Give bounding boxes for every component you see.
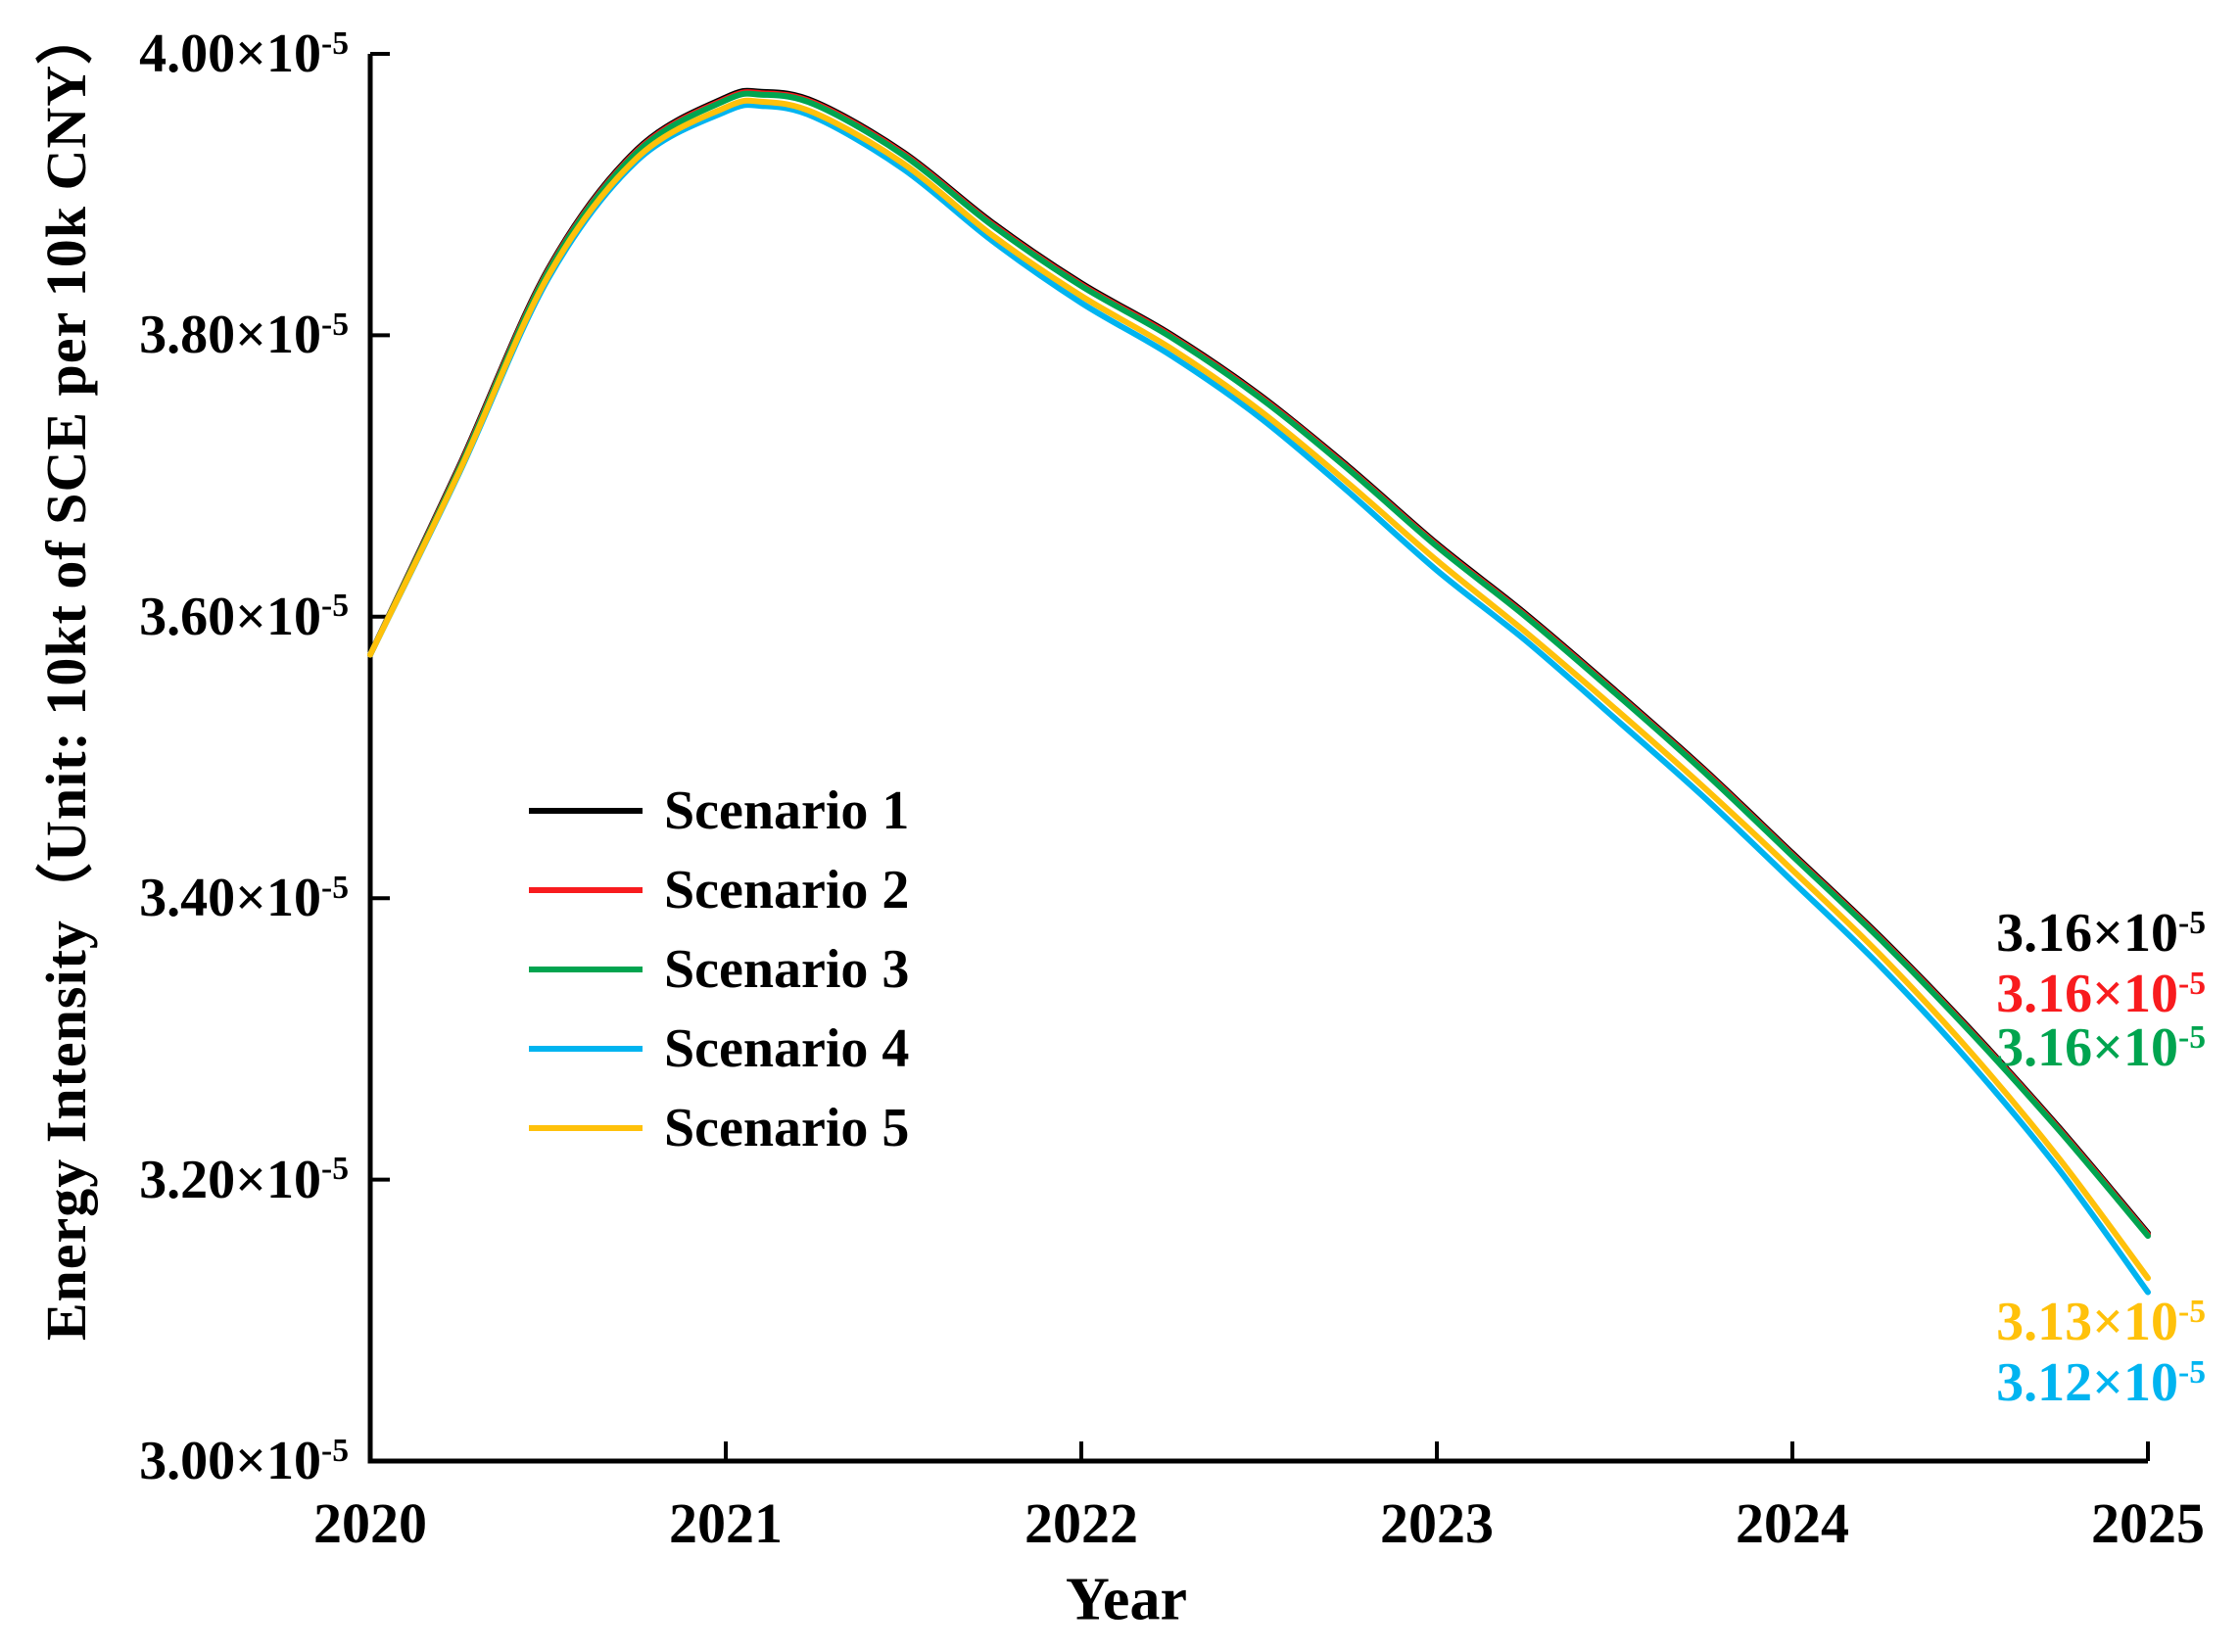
legend-line-swatch (529, 887, 643, 893)
legend-item-scenario-5: Scenario 5 (529, 1089, 909, 1167)
x-axis-title: Year (1066, 1566, 1187, 1633)
legend-item-scenario-1: Scenario 1 (529, 772, 909, 850)
legend-label: Scenario 5 (664, 1098, 910, 1158)
series-line-scenario-5 (367, 97, 2151, 1282)
x-tick-label: 2023 (1380, 1491, 1494, 1555)
y-tick-label: 3.00×10-5 (139, 1431, 349, 1491)
legend-line-swatch (529, 967, 643, 972)
legend-line-swatch (529, 808, 643, 814)
end-value-label-scenario-5: 3.13×10-5 (1996, 1292, 2206, 1352)
end-value-label-scenario-4: 3.12×10-5 (1996, 1352, 2206, 1413)
legend-item-scenario-2: Scenario 2 (529, 851, 909, 929)
x-tick-label: 2022 (1025, 1491, 1138, 1555)
legend-line-swatch (529, 1125, 643, 1131)
end-value-label-scenario-2: 3.16×10-5 (1996, 964, 2206, 1024)
x-tick-label: 2024 (1736, 1491, 1849, 1555)
y-tick-label: 3.80×10-5 (139, 305, 349, 366)
end-value-label-scenario-1: 3.16×10-5 (1996, 903, 2206, 964)
series-line-scenario-3 (367, 90, 2151, 1240)
x-tick-label: 2020 (313, 1491, 427, 1555)
legend-line-swatch (529, 1046, 643, 1052)
legend-label: Scenario 3 (664, 939, 910, 1000)
y-axis-title: Energy Intensity（Unit: 10kt of SCE per 1… (34, 6, 98, 1342)
legend-item-scenario-4: Scenario 4 (529, 1010, 909, 1088)
x-tick-label: 2021 (669, 1491, 783, 1555)
legend-item-scenario-3: Scenario 3 (529, 930, 909, 1009)
y-tick-label: 4.00×10-5 (139, 24, 349, 84)
legend-label: Scenario 2 (664, 860, 910, 920)
y-tick-label: 3.40×10-5 (139, 868, 349, 929)
legend-label: Scenario 1 (664, 780, 910, 841)
legend-label: Scenario 4 (664, 1018, 910, 1079)
axis-spines (367, 54, 2148, 1464)
end-value-label-scenario-3: 3.16×10-5 (1996, 1017, 2206, 1078)
y-tick-label: 3.20×10-5 (139, 1149, 349, 1210)
x-tick-label: 2025 (2091, 1491, 2205, 1555)
y-tick-label: 3.60×10-5 (139, 586, 349, 647)
